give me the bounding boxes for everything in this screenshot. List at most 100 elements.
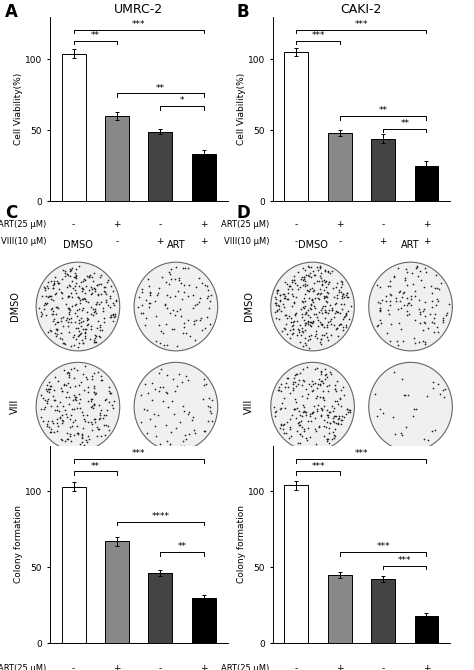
Point [328, 303, 336, 314]
Point [104, 421, 112, 431]
Point [171, 386, 178, 397]
Point [89, 284, 96, 295]
Point [169, 396, 176, 407]
Point [439, 317, 447, 328]
Point [75, 293, 83, 304]
Point [390, 271, 398, 281]
Point [319, 303, 326, 314]
Point [181, 430, 189, 441]
Point [58, 293, 65, 304]
Point [144, 428, 151, 439]
Point [301, 275, 309, 286]
Point [83, 373, 91, 384]
Point [397, 303, 405, 314]
Point [81, 328, 89, 338]
Point [403, 267, 411, 278]
Ellipse shape [134, 362, 218, 451]
Point [180, 279, 188, 290]
Point [64, 269, 71, 280]
Point [58, 386, 66, 397]
Point [73, 311, 81, 322]
Point [314, 379, 322, 389]
Point [166, 441, 173, 452]
Point [88, 271, 95, 282]
Point [201, 374, 208, 385]
Point [392, 293, 400, 304]
Point [152, 421, 159, 431]
Point [306, 379, 313, 389]
Point [343, 287, 350, 298]
Point [276, 294, 283, 305]
Point [429, 383, 437, 394]
Point [61, 405, 68, 415]
Point [96, 271, 104, 282]
Point [312, 328, 319, 339]
Point [146, 297, 153, 308]
Point [87, 395, 95, 406]
Point [329, 405, 337, 416]
Point [102, 409, 109, 420]
Text: +: + [423, 665, 430, 670]
Point [106, 388, 113, 399]
Point [338, 414, 346, 425]
Point [67, 341, 74, 352]
Point [331, 424, 339, 435]
Ellipse shape [271, 262, 355, 351]
Point [334, 330, 341, 341]
Point [323, 292, 330, 303]
Point [43, 291, 50, 302]
Point [298, 329, 305, 340]
Point [324, 278, 332, 289]
Point [185, 429, 192, 440]
Point [284, 287, 292, 298]
Point [84, 416, 91, 427]
Point [301, 401, 308, 412]
Point [394, 340, 402, 350]
Point [64, 291, 72, 302]
Point [49, 283, 57, 293]
Point [290, 403, 297, 414]
Point [272, 291, 279, 302]
Ellipse shape [369, 362, 452, 451]
Point [46, 324, 54, 335]
Point [320, 291, 328, 302]
Point [292, 370, 299, 381]
Point [318, 279, 326, 290]
Point [154, 409, 162, 420]
Point [58, 386, 65, 397]
Point [302, 339, 310, 350]
Point [82, 295, 90, 306]
Point [71, 415, 78, 425]
Point [292, 309, 299, 320]
Point [55, 421, 62, 431]
Point [414, 271, 422, 281]
Point [44, 398, 51, 409]
Point [49, 391, 57, 402]
Bar [284, 485, 308, 643]
Point [91, 307, 98, 318]
Point [335, 412, 343, 423]
Point [107, 388, 114, 399]
Point [284, 382, 292, 393]
Point [98, 279, 105, 289]
Point [55, 277, 62, 288]
Point [334, 322, 341, 333]
Point [45, 421, 53, 432]
Point [173, 381, 181, 392]
Point [307, 299, 314, 310]
Point [330, 411, 338, 422]
Point [55, 303, 62, 314]
Point [301, 293, 308, 304]
Point [325, 428, 332, 439]
Point [52, 324, 60, 335]
Point [345, 306, 352, 316]
Point [311, 424, 319, 435]
Point [204, 415, 212, 426]
Point [291, 270, 298, 281]
Point [85, 271, 92, 282]
Point [320, 401, 328, 411]
Text: -: - [72, 237, 75, 246]
Point [159, 381, 167, 392]
Point [436, 389, 444, 399]
Point [108, 281, 115, 291]
